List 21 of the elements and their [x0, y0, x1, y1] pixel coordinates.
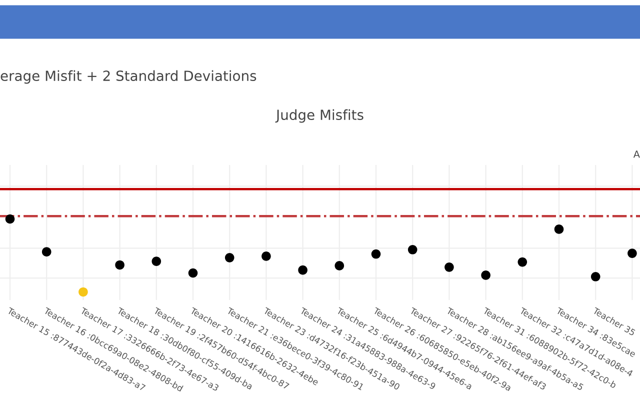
- point: [42, 247, 52, 256]
- point: [5, 214, 15, 224]
- point: [152, 256, 162, 266]
- point: [408, 244, 418, 254]
- text: erage Misfit + 2 Standard Deviations: [0, 70, 256, 84]
- point: [518, 257, 528, 267]
- point: [590, 272, 600, 282]
- point: [78, 287, 88, 297]
- point: [628, 248, 637, 258]
- point: [224, 253, 234, 262]
- point: [371, 249, 381, 259]
- point: [481, 270, 490, 280]
- point: [298, 265, 308, 275]
- point: [334, 261, 344, 270]
- text: A: [633, 150, 640, 158]
- point: [262, 252, 271, 261]
- point: [188, 268, 198, 278]
- point: [444, 262, 454, 272]
- chart-title: Judge Misfits: [275, 109, 364, 123]
- point: [115, 260, 124, 270]
- point: [554, 224, 564, 234]
